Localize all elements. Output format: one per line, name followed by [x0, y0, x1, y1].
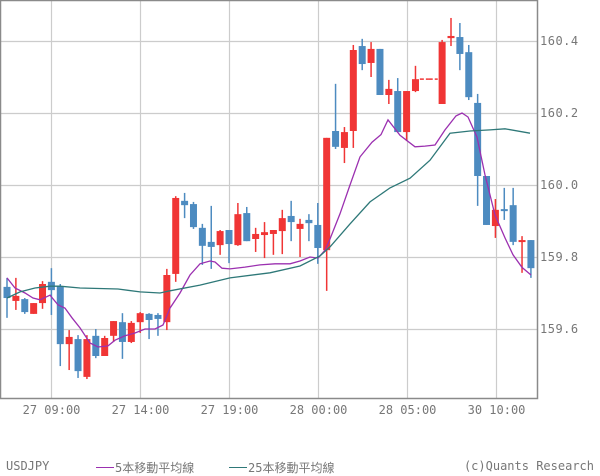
candle-down	[456, 37, 464, 54]
candle-up	[127, 322, 135, 342]
candle-up	[403, 91, 411, 133]
candle-up	[261, 232, 269, 236]
moving-average-lines	[6, 112, 532, 348]
candle-down	[154, 314, 162, 319]
candle-up	[367, 48, 375, 63]
candle-up	[234, 214, 242, 246]
symbol-label: USDJPY	[6, 459, 49, 473]
candle-up	[269, 230, 277, 234]
y-tick-label: 160.0	[540, 177, 579, 192]
ma25-swatch-icon	[229, 467, 247, 468]
candle-down	[74, 339, 82, 372]
x-tick-label: 28 05:00	[378, 403, 437, 417]
candle-up	[296, 223, 304, 229]
candle-up	[136, 313, 144, 323]
candle-up	[411, 79, 419, 92]
candle-down	[509, 205, 517, 242]
candle-up	[349, 50, 357, 131]
candle-up	[447, 35, 455, 39]
candle-up	[491, 209, 499, 227]
candle-up	[323, 137, 331, 251]
x-tick-label: 27 09:00	[22, 403, 81, 417]
candle-up	[101, 338, 109, 356]
candle-down	[287, 215, 295, 223]
candle-up	[340, 132, 348, 148]
candle-down	[376, 48, 384, 95]
candle-down	[314, 224, 322, 248]
candle-down	[465, 52, 473, 98]
candle-up	[65, 336, 73, 345]
candle-up	[278, 218, 286, 232]
candle-down	[181, 200, 189, 206]
candle-up	[385, 88, 393, 95]
candle-down	[527, 240, 535, 269]
candlestick-chart	[0, 0, 539, 400]
candle-down	[145, 313, 153, 320]
candle-down	[305, 219, 313, 224]
chart-grid	[0, 0, 537, 398]
candle-down	[225, 230, 233, 245]
candle-down	[207, 241, 215, 247]
candle-down	[500, 209, 508, 212]
candle-down	[358, 46, 366, 65]
candle-down	[3, 286, 11, 299]
y-tick-label: 160.4	[540, 33, 579, 48]
candle-up	[163, 275, 171, 323]
candle-down	[198, 227, 206, 246]
candle-up	[172, 197, 180, 274]
candle-up	[110, 321, 118, 336]
candle-up	[83, 339, 91, 377]
x-tick-label: 27 14:00	[111, 403, 170, 417]
copyright: (c)Quants Research	[464, 459, 594, 473]
ma-line	[6, 112, 532, 348]
candle-up	[12, 295, 20, 301]
copyright-text: (c)Quants Research	[463, 459, 594, 473]
candle-up	[438, 42, 446, 104]
y-tick-label: 159.8	[540, 249, 579, 264]
legend-ma5: 5本移動平均線	[96, 459, 194, 476]
y-tick-label: 160.2	[540, 105, 579, 120]
ma-line	[6, 128, 531, 299]
candle-up	[216, 231, 224, 246]
symbol-text: USDJPY	[6, 459, 50, 473]
candle-up	[39, 284, 47, 304]
y-tick-label: 159.6	[540, 321, 579, 336]
candle-up	[252, 233, 260, 239]
candle-up	[30, 303, 38, 314]
candle-down	[118, 322, 126, 342]
ma5-swatch-icon	[96, 467, 114, 468]
legend-ma25-label: 25本移動平均線	[248, 461, 335, 475]
candle-down	[189, 204, 197, 228]
candle-down	[332, 131, 340, 147]
candles	[3, 17, 535, 380]
x-tick-label: 28 00:00	[289, 403, 348, 417]
plot-border	[0, 0, 539, 400]
candle-up	[518, 240, 526, 243]
x-tick-label: 27 19:00	[200, 403, 259, 417]
candle-down	[483, 176, 491, 225]
candle-down	[394, 91, 402, 133]
legend-ma25: 25本移動平均線	[229, 459, 334, 476]
legend-ma5-label: 5本移動平均線	[115, 461, 195, 475]
candle-down	[56, 286, 64, 345]
candle-down	[243, 213, 251, 242]
x-tick-label: 30 10:00	[467, 403, 526, 417]
candle-down	[21, 299, 29, 313]
